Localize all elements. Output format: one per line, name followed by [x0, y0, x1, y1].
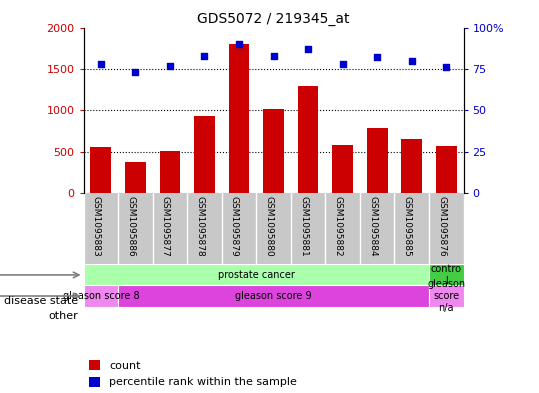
- Text: gleason
score
n/a: gleason score n/a: [427, 279, 465, 312]
- Title: GDS5072 / 219345_at: GDS5072 / 219345_at: [197, 13, 350, 26]
- Bar: [229, 44, 250, 193]
- Bar: [402, 139, 422, 193]
- Text: disease state: disease state: [4, 296, 78, 306]
- Text: other: other: [49, 311, 78, 321]
- Bar: [332, 145, 353, 193]
- Bar: [436, 146, 457, 193]
- Point: [270, 53, 278, 59]
- Bar: [118, 285, 429, 307]
- Text: gleason score 8: gleason score 8: [63, 291, 139, 301]
- Point: [96, 61, 105, 67]
- Text: GSM1095881: GSM1095881: [299, 196, 308, 257]
- Text: GSM1095877: GSM1095877: [161, 196, 170, 257]
- Text: GSM1095878: GSM1095878: [196, 196, 204, 257]
- Bar: [367, 128, 388, 193]
- Text: contro
l: contro l: [431, 264, 462, 286]
- Point: [131, 69, 140, 75]
- Text: GSM1095882: GSM1095882: [334, 196, 343, 257]
- Point: [234, 41, 243, 47]
- Text: GSM1095886: GSM1095886: [126, 196, 135, 257]
- Legend: count, percentile rank within the sample: count, percentile rank within the sample: [89, 360, 297, 387]
- Bar: [298, 86, 319, 193]
- Text: gleason score 9: gleason score 9: [235, 291, 312, 301]
- Text: GSM1095879: GSM1095879: [230, 196, 239, 257]
- Point: [338, 61, 347, 67]
- Text: GSM1095880: GSM1095880: [265, 196, 274, 257]
- Bar: [84, 285, 118, 307]
- Point: [165, 62, 174, 69]
- Point: [373, 54, 382, 61]
- Bar: [91, 147, 111, 193]
- Bar: [160, 151, 180, 193]
- Text: GSM1095876: GSM1095876: [437, 196, 446, 257]
- Bar: [429, 285, 464, 307]
- Text: prostate cancer: prostate cancer: [218, 270, 295, 280]
- Text: GSM1095885: GSM1095885: [403, 196, 412, 257]
- Bar: [263, 109, 284, 193]
- Text: GSM1095883: GSM1095883: [92, 196, 101, 257]
- Bar: [125, 162, 146, 193]
- Text: GSM1095884: GSM1095884: [368, 196, 377, 257]
- Point: [304, 46, 313, 52]
- Bar: [194, 116, 215, 193]
- Point: [200, 53, 209, 59]
- Point: [407, 57, 416, 64]
- Bar: [429, 264, 464, 285]
- Point: [442, 64, 451, 70]
